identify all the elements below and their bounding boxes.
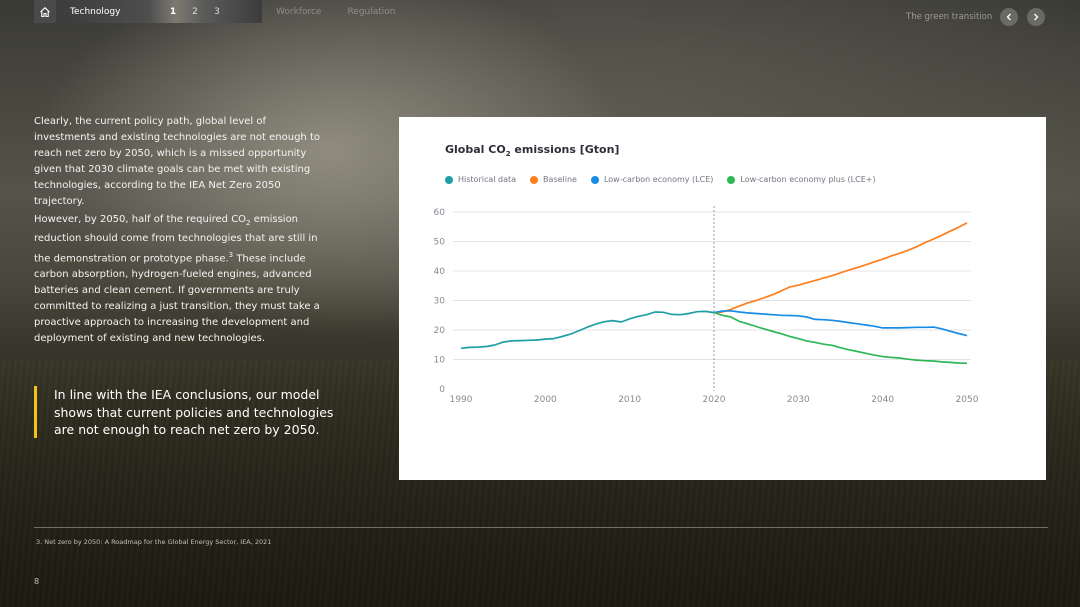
- paragraph-technologies-part-c: These include carbon absorption, hydroge…: [34, 253, 320, 345]
- chart-card: Global CO2 emissions [Gton] Historical d…: [399, 117, 1046, 480]
- y-tick-label-20: 20: [434, 326, 446, 336]
- x-tick-label-1990: 1990: [450, 395, 473, 405]
- series-line-3: [713, 311, 968, 365]
- legend-label-baseline: Baseline: [543, 175, 577, 184]
- next-button[interactable]: [1027, 8, 1045, 26]
- chart-title: Global CO2 emissions [Gton]: [445, 143, 619, 158]
- paragraph-technologies-part-b: emission reduction should come from tech…: [34, 214, 318, 265]
- x-tick-label-2040: 2040: [871, 395, 894, 405]
- legend-dot-lce-plus: [727, 175, 736, 184]
- y-tick-label-40: 40: [434, 267, 446, 277]
- x-tick-label-2000: 2000: [534, 395, 557, 405]
- tab-regulation[interactable]: Regulation: [347, 6, 396, 17]
- y-tick-label-10: 10: [434, 356, 446, 366]
- chevron-right-icon: [1034, 13, 1039, 21]
- legend-dot-historical: [445, 175, 453, 184]
- chevron-left-icon: [1006, 13, 1011, 21]
- series-line-2: [713, 309, 968, 337]
- x-tick-label-2010: 2010: [618, 395, 641, 405]
- pull-quote: In line with the IEA conclusions, our mo…: [34, 386, 354, 438]
- legend-item-historical[interactable]: Historical data: [445, 175, 516, 184]
- y-tick-label-50: 50: [434, 238, 446, 248]
- paragraph-intro: Clearly, the current policy path, global…: [34, 116, 320, 207]
- x-tick-label-2050: 2050: [956, 395, 979, 405]
- footnote-reference[interactable]: 3: [228, 251, 234, 259]
- page-link-3[interactable]: 3: [214, 6, 220, 17]
- x-tick-label-2020: 2020: [703, 395, 726, 405]
- chart-legend: Historical data Baseline Low-carbon econ…: [445, 175, 890, 184]
- y-tick-label-30: 30: [434, 297, 446, 307]
- legend-item-lce-plus[interactable]: Low-carbon economy plus (LCE+): [727, 175, 876, 184]
- page-number: 8: [34, 577, 40, 586]
- legend-item-baseline[interactable]: Baseline: [530, 175, 577, 184]
- paragraph-technologies-part-a: However, by 2050, half of the required C…: [34, 214, 247, 225]
- legend-dot-lce: [590, 175, 599, 184]
- top-navigation: Technology 1 2 3 Workforce Regulation: [34, 0, 396, 23]
- legend-dot-baseline: [530, 175, 539, 184]
- y-tick-label-0: 0: [439, 385, 445, 395]
- page-link-2[interactable]: 2: [192, 6, 198, 17]
- chart-title-part-b: emissions [Gton]: [510, 143, 620, 156]
- previous-button[interactable]: [1000, 8, 1018, 26]
- tab-technology-label: Technology: [70, 6, 121, 17]
- y-tick-label-60: 60: [434, 208, 446, 218]
- section-title: The green transition: [906, 12, 993, 22]
- footnote: 3. Net zero by 2050: A Roadmap for the G…: [36, 538, 272, 546]
- tab-workforce[interactable]: Workforce: [276, 6, 322, 17]
- series-line-1: [713, 222, 968, 314]
- x-tick-label-2030: 2030: [787, 395, 810, 405]
- co2-subscript: 2: [246, 219, 251, 227]
- series-line-0: [460, 310, 715, 350]
- home-icon: [40, 6, 50, 17]
- tab-technology[interactable]: Technology 1 2 3: [56, 0, 262, 23]
- paragraph-technologies: However, by 2050, half of the required C…: [34, 212, 326, 347]
- home-button[interactable]: [34, 0, 56, 23]
- legend-label-historical: Historical data: [458, 175, 517, 184]
- chart-title-subscript: 2: [505, 150, 511, 159]
- page-link-1[interactable]: 1: [169, 6, 177, 17]
- footer-divider: [34, 527, 1048, 528]
- legend-label-lce-plus: Low-carbon economy plus (LCE+): [740, 175, 876, 184]
- legend-item-lce[interactable]: Low-carbon economy (LCE): [590, 175, 714, 184]
- legend-label-lce: Low-carbon economy (LCE): [603, 175, 714, 184]
- chart-title-part-a: Global CO: [445, 143, 506, 156]
